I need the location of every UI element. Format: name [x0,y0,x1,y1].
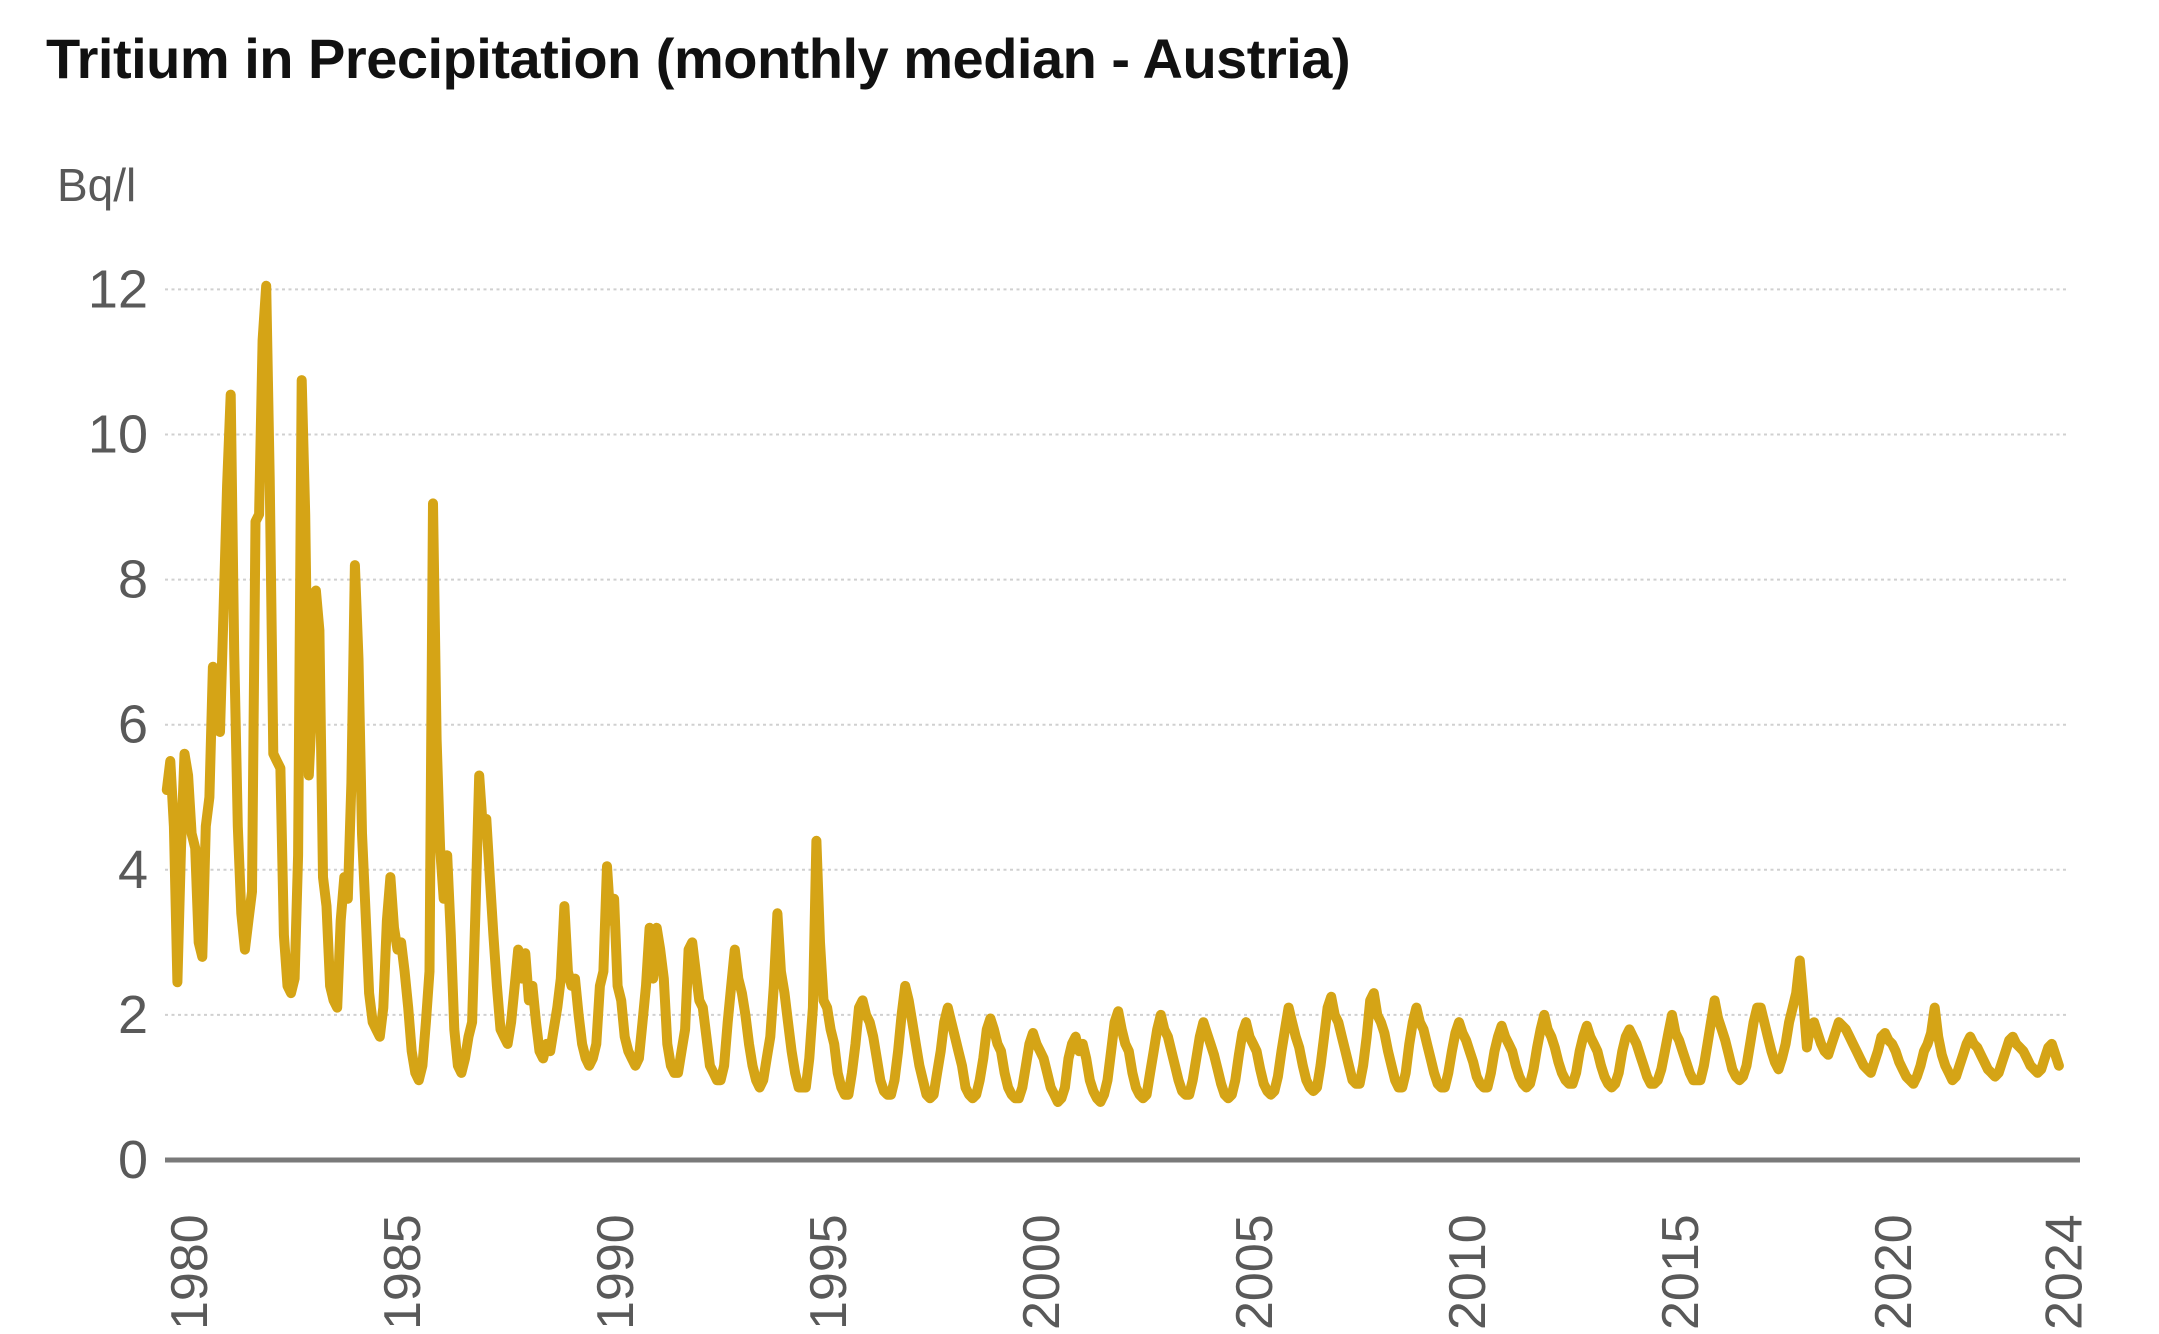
y-tick-label-2: 2 [118,985,148,1045]
x-tick-label-1990: 1990 [587,1214,645,1330]
x-tick-label-2005: 2005 [1226,1214,1284,1330]
y-tick-label-6: 6 [118,695,148,755]
x-tick-label-2015: 2015 [1652,1214,1710,1330]
x-tick-label-2010: 2010 [1439,1214,1497,1330]
x-tick-label-2020: 2020 [1865,1214,1923,1330]
chart-title: Tritium in Precipitation (monthly median… [46,27,1351,90]
x-tick-label-1985: 1985 [374,1214,432,1330]
y-tick-label-10: 10 [88,405,148,465]
y-tick-label-8: 8 [118,550,148,610]
x-tick-label-2024: 2024 [2035,1214,2093,1330]
x-tick-label-1980: 1980 [161,1214,219,1330]
x-tick-label-2000: 2000 [1013,1214,1071,1330]
tritium-data-line [161,280,2064,1107]
y-tick-label-0: 0 [118,1130,148,1190]
y-axis-unit-label: Bq/l [57,159,137,211]
y-tick-label-12: 12 [88,259,148,319]
y-tick-label-4: 4 [118,840,148,900]
x-tick-label-1995: 1995 [800,1214,858,1330]
